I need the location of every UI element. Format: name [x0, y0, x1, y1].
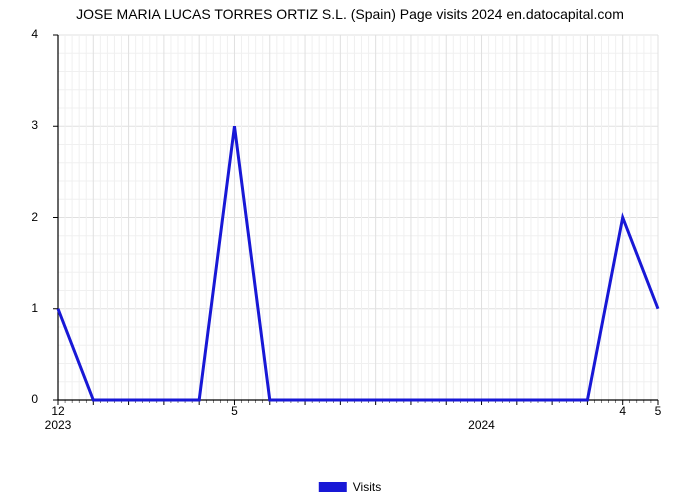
x-year-label: 2024: [468, 418, 495, 432]
y-tick-label: 2: [18, 210, 38, 224]
x-tick-label: 5: [655, 404, 662, 418]
y-tick-label: 3: [18, 118, 38, 132]
chart-svg: [48, 30, 668, 430]
chart-container: JOSE MARIA LUCAS TORRES ORTIZ S.L. (Spai…: [0, 0, 700, 500]
chart-title: JOSE MARIA LUCAS TORRES ORTIZ S.L. (Spai…: [0, 0, 700, 22]
legend: Visits: [319, 480, 381, 494]
y-tick-label: 1: [18, 301, 38, 315]
x-tick-label: 12: [51, 404, 64, 418]
x-tick-label: 5: [231, 404, 238, 418]
x-tick-label: 4: [619, 404, 626, 418]
legend-label: Visits: [353, 480, 381, 494]
y-tick-label: 4: [18, 27, 38, 41]
legend-swatch: [319, 482, 347, 492]
x-year-label: 2023: [45, 418, 72, 432]
plot-area: 01234 1254520232024: [48, 30, 668, 430]
y-tick-label: 0: [18, 392, 38, 406]
